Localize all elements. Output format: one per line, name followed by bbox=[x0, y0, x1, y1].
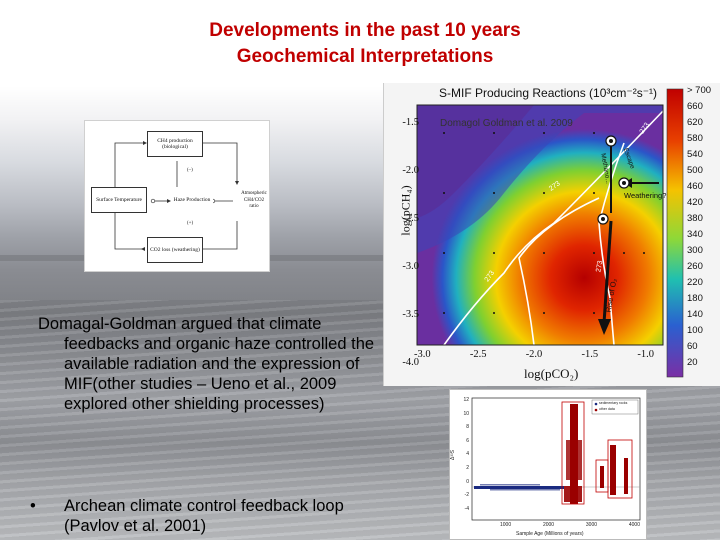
slide-title: Developments in the past 10 years Geoche… bbox=[0, 18, 720, 70]
scatter-legend-entry: other data bbox=[599, 407, 615, 411]
annotation-weathering: Weathering? bbox=[624, 191, 667, 200]
sign-top: (–) bbox=[187, 168, 193, 173]
colorbar-label: 220 bbox=[687, 277, 703, 288]
ytick: 10 bbox=[463, 410, 469, 417]
ytick: -3.0 bbox=[402, 261, 419, 272]
scatter-points-baseline bbox=[474, 484, 564, 491]
xtick: -1.0 bbox=[637, 349, 654, 360]
ytick: 4 bbox=[466, 451, 469, 458]
title-line-2: Geochemical Interpretations bbox=[236, 46, 494, 67]
d33s-plot bbox=[471, 397, 641, 521]
xtick: -2.5 bbox=[469, 349, 487, 360]
smif-title: S-MIF Producing Reactions (10³cm⁻²s⁻¹) bbox=[439, 86, 658, 100]
xtick: 4000 bbox=[628, 522, 640, 528]
sign-bottom: (+) bbox=[187, 221, 194, 226]
smif-yticks: -1.5 -2.0 -2.5 -3.0 -3.5 -4.0 bbox=[397, 99, 419, 387]
scatter-ylabel: Δ³³S bbox=[450, 449, 457, 461]
colorbar-label: 460 bbox=[687, 181, 703, 192]
ytick: 12 bbox=[463, 397, 469, 403]
colorbar bbox=[666, 88, 684, 378]
scatter-xlabel: Sample Age (Millions of years) bbox=[516, 531, 584, 537]
colorbar-label: 500 bbox=[687, 165, 703, 176]
xtick: -1.5 bbox=[581, 349, 599, 360]
colorbar-label: 420 bbox=[687, 197, 703, 208]
scatter-highlight-boxes bbox=[561, 401, 633, 505]
smif-contour-figure: S-MIF Producing Reactions (10³cm⁻²s⁻¹) D… bbox=[383, 83, 720, 386]
colorbar-label: 60 bbox=[687, 341, 698, 352]
smif-xlabel: log(pCO₂) bbox=[524, 366, 579, 381]
colorbar-label: 620 bbox=[687, 117, 703, 128]
smif-credit: Domagol Goldman et al. 2009 bbox=[440, 118, 573, 129]
d33s-scatter-figure: sedimentary rocks other data 12 10 8 6 4… bbox=[449, 389, 647, 540]
ytick: -2 bbox=[464, 492, 469, 499]
xtick: -2.0 bbox=[525, 349, 543, 360]
colorbar-label: 540 bbox=[687, 149, 703, 160]
body-paragraph: Domagal-Goldman argued that climate feed… bbox=[38, 315, 375, 413]
colorbar-label: 100 bbox=[687, 325, 703, 336]
box-ch4-production: CH4 production (biological) bbox=[147, 131, 203, 157]
bullet-item: • Archean climate control feedback loop … bbox=[30, 496, 390, 536]
colorbar-label: 20 bbox=[687, 357, 698, 368]
plot-frame bbox=[416, 104, 664, 346]
colorbar-label: 660 bbox=[687, 101, 703, 112]
ytick: -4 bbox=[464, 505, 469, 512]
colorbar-label: 140 bbox=[687, 309, 703, 320]
scatter-xticks: 1000 2000 3000 4000 bbox=[500, 522, 640, 528]
colorbar-label: 180 bbox=[687, 293, 703, 304]
colorbar-label: 340 bbox=[687, 229, 703, 240]
colorbar-label: 260 bbox=[687, 261, 703, 272]
box-haze-production: Haze Production bbox=[171, 187, 213, 213]
background-horizon bbox=[0, 255, 720, 261]
xtick: -3.0 bbox=[414, 349, 431, 360]
scatter-yticks: 12 10 8 6 4 2 0 -2 -4 bbox=[454, 394, 469, 516]
xtick: 1000 bbox=[500, 522, 512, 528]
scatter-points-archean bbox=[564, 404, 628, 504]
ytick: -2.5 bbox=[402, 213, 419, 224]
ytick: 6 bbox=[466, 437, 469, 444]
scatter-legend-entry: sedimentary rocks bbox=[599, 401, 628, 405]
xtick: 3000 bbox=[585, 522, 598, 528]
ytick: -1.5 bbox=[402, 117, 419, 128]
smif-plot bbox=[416, 88, 684, 378]
smif-xticks: -3.0 -2.5 -2.0 -1.5 -1.0 bbox=[414, 349, 654, 360]
ytick: 8 bbox=[466, 424, 469, 431]
xtick: 2000 bbox=[542, 522, 555, 528]
colorbar-label: > 700 bbox=[687, 85, 712, 96]
ytick: 0 bbox=[466, 478, 469, 485]
box-surface-temperature: Surface Temperature bbox=[91, 187, 147, 213]
ytick: -2.0 bbox=[402, 165, 419, 176]
ytick: 2 bbox=[466, 464, 469, 471]
body-paragraph-block: Domagal-Goldman argued that climate feed… bbox=[38, 314, 378, 414]
trajectory-arrows bbox=[597, 135, 659, 335]
title-line-1: Developments in the past 10 years bbox=[209, 20, 521, 41]
very-low-flux-region bbox=[417, 105, 534, 218]
colorbar-label: 380 bbox=[687, 213, 703, 224]
colorbar-label: 300 bbox=[687, 245, 703, 256]
smif-colorbar-labels: > 700 660 620 580 540 500 460 420 380 34… bbox=[687, 83, 720, 371]
scatter-legend bbox=[591, 399, 639, 415]
box-ch4-co2-ratio: Atmospheric CH4/CO2 ratio bbox=[239, 185, 269, 217]
ytick: -3.5 bbox=[402, 309, 419, 320]
colorbar-label: 580 bbox=[687, 133, 703, 144]
feedback-loop-diagram: CH4 production (biological) Surface Temp… bbox=[84, 120, 270, 272]
box-co2-loss: CO2 loss (weathering) bbox=[147, 237, 203, 263]
bullet-text: Archean climate control feedback loop (P… bbox=[64, 497, 344, 535]
bullet-dot: • bbox=[30, 497, 36, 515]
grid-dots bbox=[443, 132, 645, 314]
ytick: -4.0 bbox=[402, 357, 419, 368]
